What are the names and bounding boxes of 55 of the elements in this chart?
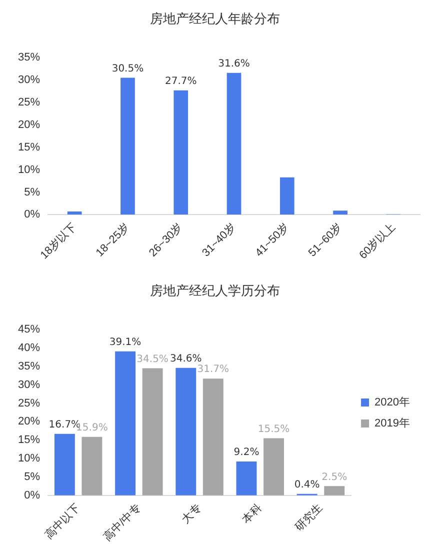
y-tick-label: 25% xyxy=(18,397,40,410)
bar xyxy=(82,436,102,496)
data-label: 34.5% xyxy=(136,354,168,365)
bar xyxy=(142,368,163,496)
data-label: 31.7% xyxy=(197,364,230,376)
data-label: 0.4% xyxy=(294,480,320,491)
bar xyxy=(176,368,196,496)
y-tick-label: 30% xyxy=(18,378,40,391)
data-label: 31.6% xyxy=(218,58,250,70)
y-tick-label: 5% xyxy=(24,186,40,198)
y-tick-label: 25% xyxy=(18,96,40,109)
bar xyxy=(174,90,188,215)
bar xyxy=(280,177,294,215)
data-label: 34.6% xyxy=(170,354,202,365)
x-tick-label: 18岁以下 xyxy=(38,220,79,262)
y-tick-label: 20% xyxy=(18,416,40,428)
y-tick-label: 0% xyxy=(24,489,40,502)
bar xyxy=(202,378,224,496)
y-tick-label: 35% xyxy=(18,360,40,372)
y-tick-label: 35% xyxy=(18,52,40,64)
y-tick-label: 0% xyxy=(24,208,40,221)
data-label: 9.2% xyxy=(234,447,260,458)
bar xyxy=(236,461,257,496)
y-tick-label: 20% xyxy=(18,118,40,131)
data-label: 30.5% xyxy=(112,63,144,74)
x-tick-label: 高中以下 xyxy=(42,501,83,542)
y-tick-label: 10% xyxy=(18,164,40,176)
data-label: 15.5% xyxy=(258,424,290,435)
bar xyxy=(115,351,136,496)
y-tick-label: 15% xyxy=(18,141,40,154)
y-tick-label: 45% xyxy=(18,324,40,336)
bar xyxy=(67,212,82,215)
data-label: 2.5% xyxy=(322,472,348,483)
data-label: 27.7% xyxy=(164,76,197,87)
legend-label: 2020年 xyxy=(374,396,410,409)
y-tick-label: 30% xyxy=(18,74,40,86)
bar xyxy=(324,486,345,496)
x-tick-label: 高中/中专 xyxy=(100,501,144,544)
data-label: 39.1% xyxy=(109,336,142,348)
y-tick-label: 15% xyxy=(18,434,40,446)
x-tick-label: 研究生 xyxy=(292,501,325,534)
chart-title: 房地产经纪人年龄分布 xyxy=(150,11,280,28)
chart-title: 房地产经纪人学历分布 xyxy=(150,283,280,300)
y-tick-label: 40% xyxy=(18,342,40,354)
y-tick-label: 10% xyxy=(18,452,40,465)
bar xyxy=(120,78,135,215)
bar xyxy=(264,438,284,496)
bar xyxy=(333,210,348,215)
bar xyxy=(226,72,242,215)
legend-label: 2019年 xyxy=(374,418,410,430)
x-tick-label: 本科 xyxy=(240,501,264,526)
x-tick-label: 60岁以上 xyxy=(356,220,398,262)
bar xyxy=(54,434,75,496)
y-tick-label: 5% xyxy=(24,471,40,483)
x-tick-label: 大专 xyxy=(179,501,204,526)
